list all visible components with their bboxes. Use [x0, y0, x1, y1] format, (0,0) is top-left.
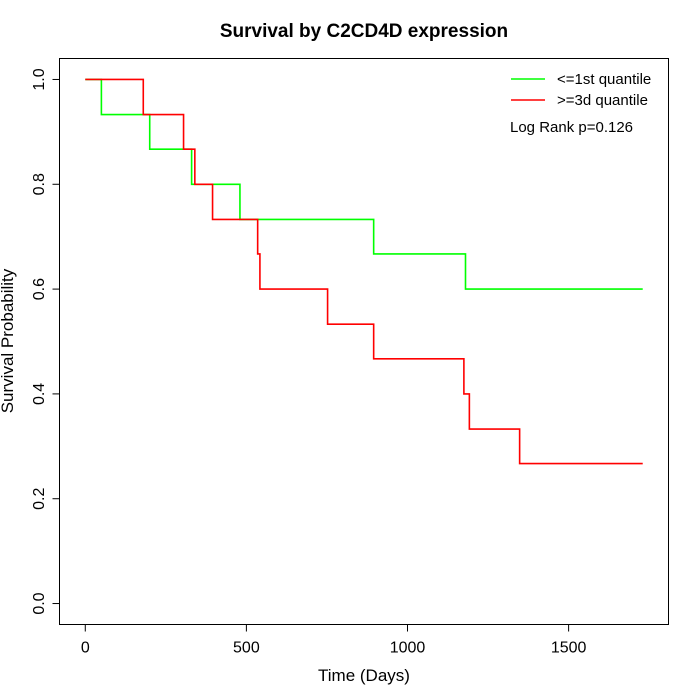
- legend-label-high: >=3d quantile: [557, 92, 648, 109]
- y-tick-label: 0.2: [31, 488, 48, 510]
- y-tick-label: 0.8: [31, 173, 48, 195]
- y-tick-label: 0.6: [31, 278, 48, 300]
- y-axis-label: Survival Probability: [0, 268, 17, 413]
- log-rank-annotation: Log Rank p=0.126: [510, 119, 633, 136]
- x-axis-label: Time (Days): [318, 666, 410, 685]
- y-axis: 0.0 0.2 0.4 0.6 0.8 1.0: [31, 68, 60, 615]
- x-tick-label: 500: [233, 640, 260, 657]
- plot-frame: [59, 58, 669, 625]
- x-tick-label: 1000: [390, 640, 426, 657]
- survival-curve-high: [85, 78, 643, 465]
- series-layer: [85, 78, 643, 465]
- survival-curve-low: [85, 78, 643, 290]
- y-tick-label: 1.0: [31, 68, 48, 90]
- y-tick-label: 0.4: [31, 383, 48, 405]
- x-axis: 0 500 1000 1500: [81, 624, 587, 657]
- x-tick-label: 1500: [551, 640, 587, 657]
- legend: <=1st quantile >=3d quantile: [511, 71, 651, 109]
- x-tick-label: 0: [81, 640, 90, 657]
- chart-title: Survival by C2CD4D expression: [220, 21, 508, 42]
- legend-label-low: <=1st quantile: [557, 71, 651, 88]
- y-tick-label: 0.0: [31, 592, 48, 614]
